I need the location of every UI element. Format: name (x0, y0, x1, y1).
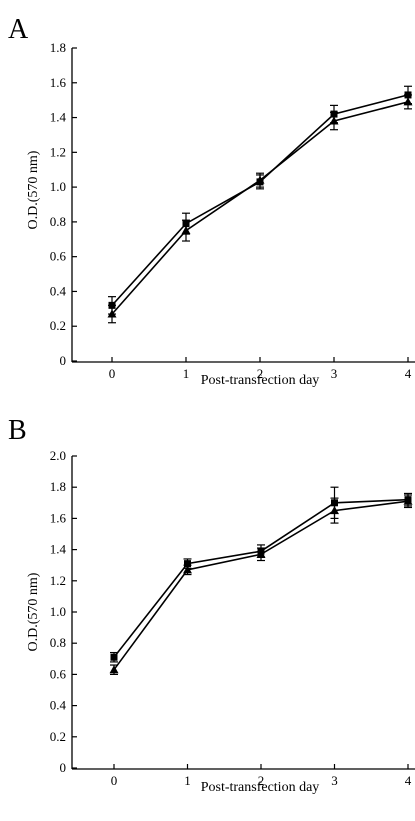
series-square-line (111, 94, 409, 306)
x-tick-label: 1 (184, 773, 191, 788)
y-tick-label: 1.4 (50, 542, 67, 557)
x-tick-label: 0 (111, 773, 118, 788)
x-tick-label: 3 (331, 366, 338, 381)
data-point-square (110, 653, 118, 661)
y-tick-label: 0 (60, 760, 67, 775)
x-tick-label: 1 (183, 366, 190, 381)
y-axis-label: O.D.(570 nm) (26, 150, 41, 229)
x-ticks: 0 1 2 3 4 (111, 764, 412, 788)
y-tick-label: 1.6 (50, 75, 67, 90)
data-point-triangle (330, 506, 339, 515)
chart-panel-a: A O.D.(570 nm) Post-transfection day 0 0.… (8, 14, 415, 388)
y-tick-label: 1.0 (50, 604, 66, 619)
y-tick-label: 0.4 (50, 698, 67, 713)
x-tick-label: 4 (405, 366, 412, 381)
data-point-triangle (256, 549, 266, 558)
y-axis-label: O.D.(570 nm) (26, 572, 41, 651)
plot-area (109, 486, 413, 676)
y-tick-label: 0.8 (50, 214, 66, 229)
series-square-line (113, 498, 409, 658)
y-tick-label: 0.4 (50, 283, 67, 298)
y-tick-label: 0.2 (50, 318, 66, 333)
data-point-square (184, 560, 191, 568)
data-point-triangle (329, 116, 339, 125)
y-tick-label: 0.2 (50, 729, 66, 744)
x-axis-label: Post-transfection day (201, 373, 320, 388)
y-tick-label: 1.2 (50, 573, 66, 588)
y-ticks: 0 0.2 0.4 0.6 0.8 1.0 1.2 1.4 1.6 1.8 2.0 (50, 448, 77, 775)
y-tick-label: 1.4 (50, 110, 67, 125)
y-tick-label: 1.6 (50, 510, 67, 525)
x-tick-label: 3 (331, 773, 338, 788)
data-point-triangle (109, 665, 119, 674)
panel-label: B (8, 415, 27, 446)
x-tick-label: 2 (258, 773, 265, 788)
series-triangle-line (113, 500, 409, 671)
y-ticks: 0 0.2 0.4 0.6 0.8 1.0 1.2 1.4 1.6 1.8 (50, 40, 77, 368)
data-point-triangle (403, 97, 413, 106)
data-point-triangle (107, 309, 117, 318)
x-tick-label: 4 (405, 773, 412, 788)
data-point-triangle (181, 226, 191, 235)
y-tick-label: 0 (60, 353, 67, 368)
y-tick-label: 0.6 (50, 249, 67, 264)
data-point-triangle (183, 565, 192, 574)
chart-panel-b: B O.D.(570 nm) Post-transfection day 0 0.… (8, 415, 415, 795)
y-tick-label: 1.8 (50, 40, 66, 55)
x-axis-label: Post-transfection day (201, 780, 320, 795)
data-point-triangle (255, 175, 265, 184)
y-tick-label: 2.0 (50, 448, 66, 463)
y-tick-label: 0.8 (50, 635, 66, 650)
y-tick-label: 1.0 (50, 179, 66, 194)
y-tick-label: 1.2 (50, 144, 66, 159)
y-tick-label: 1.8 (50, 479, 66, 494)
series-triangle-line (111, 101, 409, 315)
x-tick-label: 2 (257, 366, 264, 381)
data-point-triangle (403, 496, 413, 505)
panel-label: A (8, 14, 29, 45)
x-tick-label: 0 (109, 366, 116, 381)
plot-area (107, 85, 413, 324)
x-ticks: 0 1 2 3 4 (109, 357, 412, 381)
y-tick-label: 0.6 (50, 666, 67, 681)
